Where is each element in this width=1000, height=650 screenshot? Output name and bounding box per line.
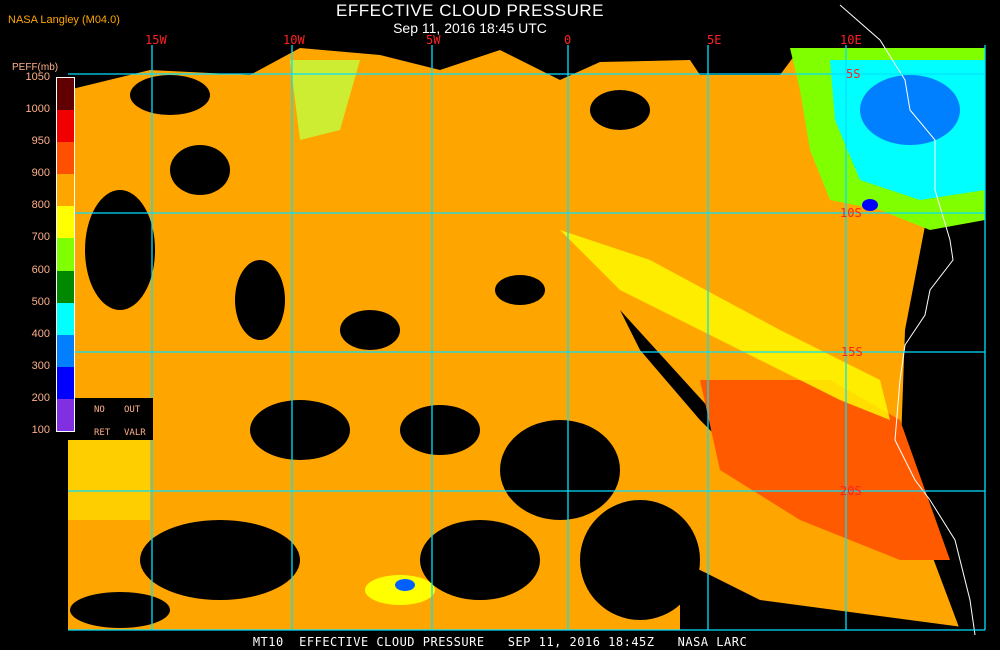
legend-tick-label: 1050 xyxy=(25,71,50,83)
lon-label-5e: 5E xyxy=(707,33,722,47)
map-timestamp: Sep 11, 2016 18:45 UTC xyxy=(393,20,547,36)
legend-tick-label: 400 xyxy=(31,327,50,340)
lon-label-5w: 5W xyxy=(426,33,441,47)
colorbar-segment xyxy=(57,366,74,399)
colorbar-segment xyxy=(57,174,74,207)
graticule xyxy=(68,45,986,631)
no-ret-label-bottom: RET xyxy=(94,428,111,438)
legend-tick-label: 300 xyxy=(31,359,50,372)
colorbar-segment xyxy=(57,206,74,239)
lon-label-0: 0 xyxy=(564,33,572,47)
lat-label-15s: 15S xyxy=(841,345,863,359)
legend-tick-label: 500 xyxy=(31,295,50,308)
colorbar-segment xyxy=(57,302,74,335)
mid-cloud-band xyxy=(560,230,890,420)
legend-tick-label: 900 xyxy=(31,167,50,180)
colorbar-segment xyxy=(57,238,74,271)
lon-label-10w: 10W xyxy=(283,33,305,47)
legend-tick-label: 1000 xyxy=(25,103,50,116)
footer-caption: MT10 EFFECTIVE CLOUD PRESSURE SEP 11, 20… xyxy=(252,635,748,649)
legend-tick-label: 800 xyxy=(31,199,50,212)
out-valr-label-bottom: VALR xyxy=(124,428,146,438)
colorbar xyxy=(56,77,75,432)
lat-label-5s: 5S xyxy=(846,67,861,81)
clear-patches xyxy=(70,75,985,630)
coastline xyxy=(839,4,976,636)
map-title: EFFECTIVE CLOUD PRESSURE xyxy=(336,1,604,20)
lat-label-10s: 10S xyxy=(840,206,862,220)
colorbar-segment xyxy=(57,334,74,367)
no-ret-label-top: NO xyxy=(94,405,105,415)
colorbar-segment xyxy=(57,142,74,175)
legend-tick-label: 950 xyxy=(31,135,50,148)
colorbar-segment xyxy=(57,78,74,111)
legend-tick-label: 200 xyxy=(31,391,50,404)
lon-label-10e: 10E xyxy=(840,33,862,47)
low-cloud-band xyxy=(700,380,950,560)
lat-label-20s: 20S xyxy=(840,484,862,498)
out-valr-label-top: OUT xyxy=(124,405,141,415)
legend-tick-label: 600 xyxy=(31,263,50,276)
colorbar-segment xyxy=(57,270,74,303)
legend-title: PEFF(mb) xyxy=(12,62,59,73)
legend-tick-label: 100 xyxy=(31,424,50,436)
clear-region xyxy=(68,45,985,90)
credit-label: NASA Langley (M04.0) xyxy=(8,14,120,26)
colorbar-segment xyxy=(57,398,74,432)
colorbar-segment xyxy=(57,110,74,143)
legend-tick-label: 700 xyxy=(31,231,50,244)
lon-label-15w: 15W xyxy=(145,33,167,47)
